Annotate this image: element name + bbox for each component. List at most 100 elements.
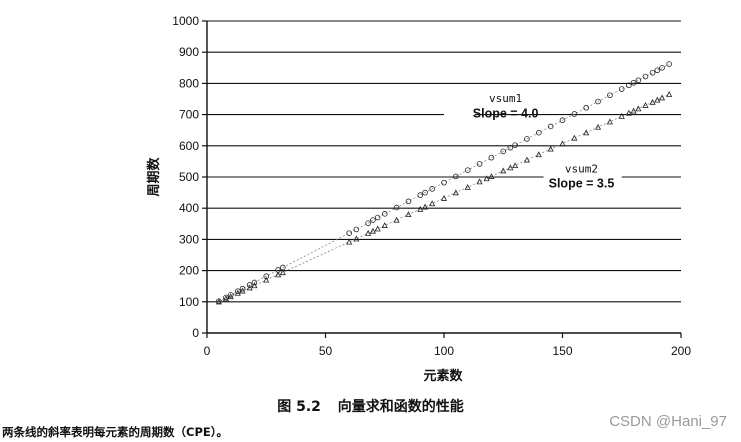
vsum1-point <box>393 204 400 211</box>
vsum2-point <box>452 189 459 196</box>
vsum1-point <box>417 192 424 198</box>
vsum2-point <box>483 175 490 182</box>
vsum2-point <box>535 151 542 158</box>
y-tick-label: 1000 <box>172 14 199 28</box>
annotations: vsum1 Slope = 4.0 vsum2 Slope = 3.5 <box>444 88 622 191</box>
y-tick-label: 500 <box>179 170 199 184</box>
gridlines <box>207 20 681 303</box>
vsum2-point <box>353 235 360 242</box>
vsum1-label-bg <box>444 88 475 119</box>
vsum2-point <box>500 167 507 174</box>
vsum1-point <box>263 273 270 280</box>
vsum2-point <box>365 229 372 236</box>
y-tick-label: 800 <box>179 76 199 90</box>
vsum2-point <box>421 203 429 210</box>
vsum2-point <box>275 271 282 278</box>
vsum1-point <box>227 292 234 298</box>
vsum1-point <box>235 288 241 294</box>
vsum1-point <box>512 142 518 148</box>
y-tick-label: 600 <box>179 139 199 153</box>
y-tick-label: 400 <box>179 201 199 215</box>
vsum2-point <box>512 162 519 169</box>
y-tick-label: 200 <box>179 264 199 278</box>
vsum2-point <box>215 298 222 305</box>
vsum1-point <box>223 294 229 301</box>
vsum2-point <box>374 225 381 232</box>
figure-title: 向量求和函数的性能 <box>337 399 464 415</box>
vsum2-point <box>239 287 246 294</box>
vsum1-point <box>626 82 632 89</box>
y-tick-label: 300 <box>179 232 199 246</box>
vsum1-point <box>429 186 435 192</box>
vsum1-point <box>370 217 376 223</box>
x-tick-label: 100 <box>434 344 454 358</box>
watermark: CSDN @Hani_97 <box>609 413 727 430</box>
vsum2-point <box>476 178 483 185</box>
y-axis-title: 周期数 <box>146 157 162 197</box>
vsum2-point <box>405 211 412 218</box>
vsum2-point <box>393 216 400 223</box>
vsum2-point <box>583 129 590 136</box>
vsum1-point <box>635 77 642 84</box>
figure-note: 两条线的斜率表明每元素的周期数（CPE）。 <box>2 425 228 439</box>
vsum1-point <box>500 148 507 155</box>
vsum2-point <box>658 94 666 101</box>
vsum1-point <box>649 69 656 76</box>
vsum1-point <box>630 79 637 86</box>
vsum1-series-label: vsum1 <box>489 92 522 105</box>
figure-caption: 图 5.2 向量求和函数的性能 <box>0 396 741 416</box>
vsum1-point <box>547 123 554 130</box>
vsum1-point <box>559 117 566 124</box>
vsum2-point <box>606 118 613 125</box>
vsum1-point <box>607 92 613 99</box>
vsum2-point <box>222 295 230 302</box>
vsum2-point <box>507 164 514 171</box>
vsum2-point <box>263 276 270 283</box>
vsum2-point <box>279 269 286 276</box>
vsum1-point <box>571 111 578 117</box>
vsum1-point <box>659 65 665 71</box>
vsum1-point <box>642 73 649 80</box>
vsum2-point <box>251 282 258 289</box>
vsum2-point <box>440 194 448 201</box>
x-tick-labels: 0 50 100 150 200 <box>204 344 692 358</box>
scatter-chart: 0 100 200 300 400 500 600 700 800 900 1000 0 50 100 1… <box>146 14 692 384</box>
vsum1-point <box>246 282 253 288</box>
y-tick-label: 100 <box>179 295 199 309</box>
x-tick-label: 0 <box>204 344 211 358</box>
vsum1-point <box>488 154 495 161</box>
vsum2-point <box>488 173 495 179</box>
figure-number: 图 5.2 <box>277 399 321 415</box>
vsum2-trend-line <box>218 94 670 303</box>
vsum1-slope-label: Slope = 4.0 <box>473 107 539 121</box>
vsum1-trend-line <box>218 63 670 302</box>
vsum1-point <box>346 230 353 236</box>
vsum1-point <box>666 61 672 67</box>
vsum1-point <box>524 136 530 142</box>
vsum2-slope-label: Slope = 3.5 <box>549 177 615 191</box>
vsum2-point <box>635 105 642 112</box>
vsum2-point <box>227 293 234 300</box>
vsum2-point <box>523 156 531 163</box>
vsum1-point <box>251 279 258 286</box>
vsum1-point <box>405 198 412 205</box>
vsum1-point <box>507 144 514 151</box>
vsum2-point <box>234 289 241 296</box>
y-tick-label: 700 <box>179 108 199 122</box>
y-tick-label: 900 <box>179 45 199 59</box>
vsum2-point <box>630 107 637 114</box>
vsum2-point <box>654 96 661 103</box>
vsum2-point <box>381 222 388 228</box>
vsum2-point <box>649 98 656 105</box>
vsum2-point <box>464 184 471 190</box>
vsum2-point <box>429 200 436 207</box>
vsum1-point <box>353 226 360 233</box>
x-tick-label: 150 <box>552 344 572 358</box>
x-tick-label: 200 <box>671 344 691 358</box>
x-tick-label: 50 <box>319 344 333 358</box>
vsum1-point <box>381 211 388 217</box>
vsum2-point <box>642 101 649 108</box>
vsum1-point <box>365 220 371 226</box>
data-series <box>215 61 673 305</box>
vsum1-point <box>595 98 601 105</box>
